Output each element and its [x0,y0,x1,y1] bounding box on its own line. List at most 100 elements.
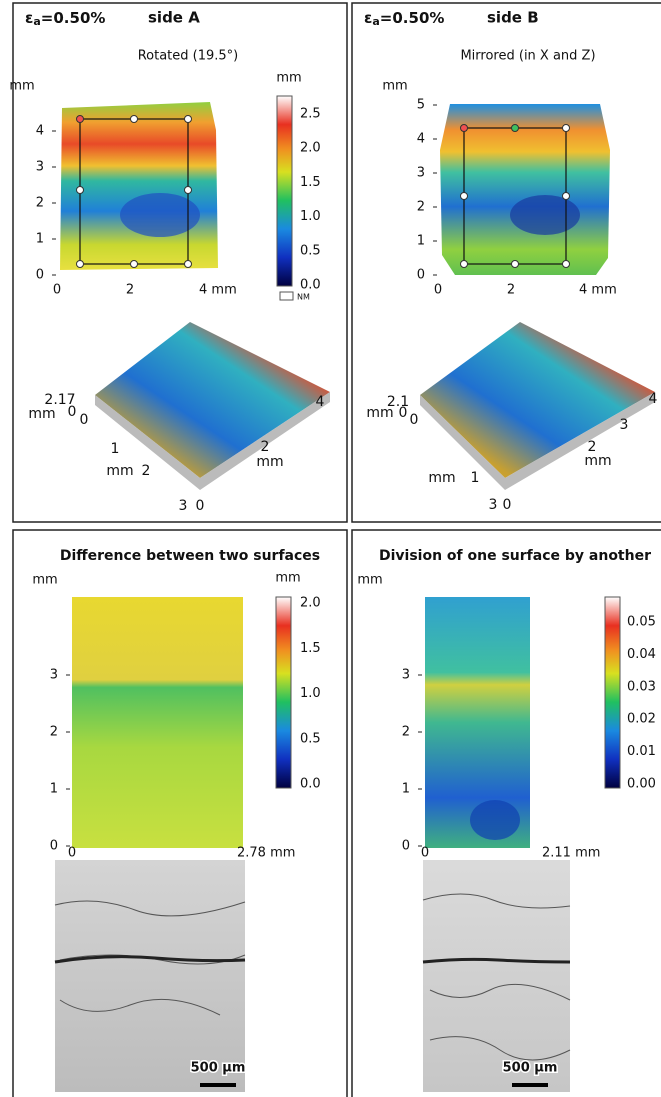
y-tick-label: 1 [402,782,410,797]
y-axis-unit: mm [9,79,34,94]
surface-axis-label: mm [366,405,393,421]
scale-bar-label: 500 µm [191,1061,246,1076]
surface-axis-label: mm [106,463,133,479]
colorbar-tick-label: 1.5 [300,175,321,190]
strain-value: =0.50% [380,9,445,27]
colorbar-tick-label: 0.5 [300,731,321,746]
y-tick-label: 5 [417,98,425,113]
surface-axis-label: 2.17 [44,392,75,408]
surface-axis-label: 1 [111,441,120,457]
y-tick-label: 1 [417,234,425,249]
surface-axis-label: 2 [588,439,597,455]
x-tick-label: 4 mm [579,283,617,298]
x-tick-label: 2 [507,283,515,298]
surface-axis-label: 0 [80,412,89,428]
y-tick-label: 4 [36,124,44,139]
colorbar-unit: mm [276,71,301,86]
colorbar-tick-label: 0.5 [300,243,321,258]
colorbar-note: NM [297,293,310,302]
map-subtitle: Mirrored (in X and Z) [460,49,595,64]
surface-axis-label: 3 [620,417,629,433]
y-tick-label: 3 [417,166,425,181]
y-tick-label: 2 [417,200,425,215]
y-tick-label: 0 [417,268,425,283]
y-tick-label: 1 [36,232,44,247]
surface-axis-label: mm [584,453,611,469]
colorbar-tick-label: 2.0 [300,141,321,156]
surface-axis-label: mm [256,454,283,470]
strain-subscript: a [372,15,379,28]
panel-borders [12,2,661,1097]
x-tick-label: 0 [53,283,61,298]
colorbar-tick-label: 0.01 [627,744,656,759]
surface-axis-label: 4 [316,394,325,410]
y-tick-label: 2 [36,196,44,211]
scale-bar-label: 500 µm [503,1061,558,1076]
panel: εa=0.50% side B Mirrored (in X and Z) mm 0 1 2… [364,9,658,514]
colorbar-tick-label: 0.02 [627,712,656,727]
y-axis-unit: mm [382,79,407,94]
y-tick-label: 3 [50,668,58,683]
y-tick-label: 0 [36,268,44,283]
surface-axis-label: 1 [471,470,480,486]
x-tick-label: 0 [421,846,429,861]
colorbar-tick-label: 2.0 [300,596,321,611]
y-tick-label: 0 [402,839,410,854]
colorbar-tick-label: 0.05 [627,615,656,630]
colorbar-tick-label: 2.5 [300,107,321,122]
surface-axis-label: 0 [399,405,408,421]
strain-symbol: ε [25,9,33,27]
y-tick-label: 0 [50,839,58,854]
y-tick-label: 2 [50,725,58,740]
x-tick-label: 2 [126,283,134,298]
strain-subscript: a [33,15,40,28]
colorbar-tick-label: 0.03 [627,679,656,694]
strain-value: =0.50% [41,9,106,27]
surface-axis-label: 0 [410,412,419,428]
surface-axis-label: 0 [68,404,77,420]
panel-title: Division of one surface by another [379,548,651,564]
y-axis-unit: mm [357,573,382,588]
surface-axis-label: 3 [179,498,188,514]
map-subtitle: Rotated (19.5°) [138,49,239,64]
x-tick-label: 4 mm [199,283,237,298]
surface-axis-label: mm [428,470,455,486]
y-tick-label: 2 [402,725,410,740]
x-tick-label: 0 [68,846,76,861]
surface-axis-label: 0 [196,498,205,514]
panel-title: Difference between two surfaces [60,548,320,564]
colorbars [275,95,621,789]
colorbar-tick-label: 0.0 [300,278,321,293]
colorbar-tick-label: 0.04 [627,647,656,662]
y-tick-label: 4 [417,132,425,147]
surface-axis-label: 3 [489,497,498,513]
surface-axis-label: 0 [503,497,512,513]
colorbar-tick-label: 0.00 [627,777,656,792]
colorbar-unit: mm [275,571,300,586]
surface-axis-label: 4 [649,391,658,407]
surface-axis-label: 2 [142,463,151,479]
strain-symbol: ε [364,9,372,27]
surfaces-3d [95,322,655,490]
x-tick-label: 0 [434,283,442,298]
x-tick-label: 2.11 mm [542,846,600,861]
side-label: side B [487,9,539,27]
colorbar-tick-label: 1.0 [300,686,321,701]
y-tick-label: 1 [50,782,58,797]
y-axis-unit: mm [32,573,57,588]
side-label: side A [148,9,200,27]
y-tick-label: 3 [402,668,410,683]
colorbar-tick-label: 0.0 [300,777,321,792]
surface-axis-label: mm [28,406,55,422]
optical-images [54,860,571,1092]
colorbar-tick-label: 1.0 [300,209,321,224]
height-maps [60,102,610,848]
colorbar-tick-label: 1.5 [300,641,321,656]
panel-title: εa=0.50% [25,9,105,29]
panel: Division of one surface by another mm 0 1 2 3… [357,548,656,1077]
surface-axis-label: 2.1 [387,394,409,410]
